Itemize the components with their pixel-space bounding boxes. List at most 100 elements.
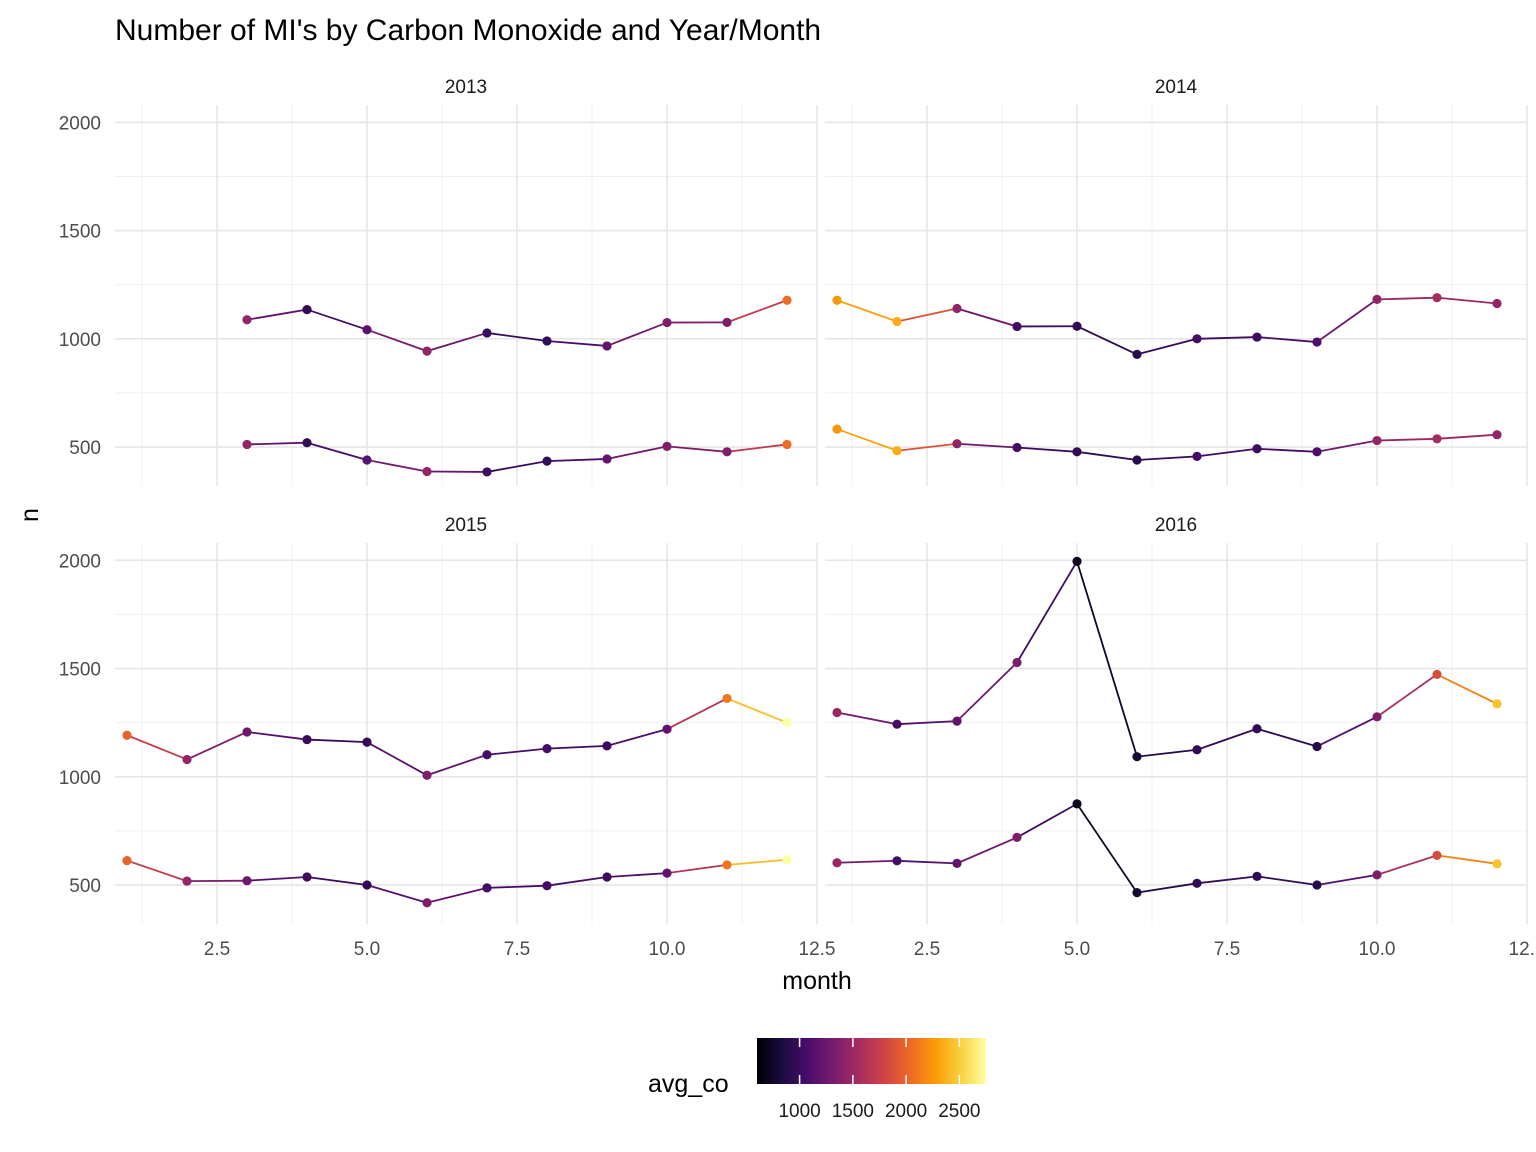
- x-axis-title: month: [782, 967, 851, 995]
- facet-label: 2016: [1155, 515, 1197, 536]
- line-segment: [1436, 296, 1498, 305]
- facet-label: 2013: [445, 77, 487, 98]
- data-point: [1132, 455, 1142, 465]
- line-segment: [1316, 715, 1378, 748]
- colorbar-tick-label: 2500: [938, 1101, 980, 1122]
- line-segment: [1136, 748, 1198, 758]
- data-point: [482, 328, 492, 338]
- line-segment: [366, 741, 428, 777]
- line-segment: [1196, 875, 1258, 885]
- data-point: [722, 860, 732, 870]
- line-segment: [1316, 298, 1378, 343]
- data-point: [242, 876, 252, 886]
- x-tick-label: 12.5: [1509, 939, 1536, 960]
- data-point: [302, 304, 312, 315]
- data-point: [1432, 293, 1442, 303]
- data-point: [482, 750, 492, 760]
- line-segment: [486, 747, 548, 756]
- colorbar-tick-label: 1500: [832, 1101, 874, 1122]
- data-point: [602, 341, 612, 351]
- line-segment: [956, 442, 1018, 449]
- data-point: [1372, 870, 1382, 880]
- chart-title: Number of MI's by Carbon Monoxide and Ye…: [115, 14, 821, 47]
- line-segment: [1016, 560, 1078, 664]
- data-point: [1372, 294, 1382, 304]
- line-segment: [1436, 433, 1498, 440]
- line-segment: [606, 728, 668, 747]
- line-segment: [726, 858, 788, 866]
- data-point: [662, 724, 672, 734]
- data-point: [1252, 444, 1262, 454]
- line-segment: [366, 328, 428, 353]
- line-segment: [836, 428, 898, 452]
- line-segment: [1316, 873, 1378, 886]
- data-point: [242, 727, 252, 737]
- data-point: [482, 467, 492, 477]
- data-point: [1312, 741, 1322, 752]
- data-point: [1432, 434, 1442, 444]
- line-segment: [1436, 854, 1498, 865]
- line-segment: [126, 859, 188, 883]
- colorbar-tick-label: 2000: [885, 1101, 927, 1122]
- line-segment: [896, 307, 958, 323]
- data-point: [1252, 332, 1262, 342]
- line-segment: [1376, 673, 1438, 718]
- line-segment: [666, 445, 728, 453]
- series-line: [242, 438, 792, 477]
- data-point: [832, 424, 842, 434]
- line-segment: [1196, 447, 1258, 458]
- data-point: [832, 858, 842, 868]
- line-segment: [1076, 450, 1138, 461]
- line-segment: [1076, 802, 1138, 894]
- facet-label: 2015: [445, 515, 487, 536]
- x-tick-label: 5.0: [354, 939, 380, 960]
- series-line: [832, 424, 1502, 465]
- y-tick-label: 2000: [59, 113, 101, 134]
- line-segment: [1196, 727, 1258, 751]
- line-segment: [1016, 802, 1078, 839]
- data-point: [832, 707, 842, 718]
- data-point: [362, 325, 372, 335]
- line-segment: [896, 442, 958, 452]
- data-point: [1012, 657, 1022, 668]
- line-segment: [486, 460, 548, 473]
- line-segment: [606, 445, 668, 460]
- data-point: [1432, 850, 1442, 860]
- data-point: [602, 741, 612, 751]
- line-segment: [546, 876, 608, 887]
- line-segment: [306, 738, 368, 744]
- data-point: [242, 439, 252, 450]
- data-point: [1372, 712, 1382, 722]
- data-point: [242, 315, 252, 325]
- data-point: [1252, 871, 1262, 881]
- line-segment: [896, 720, 958, 726]
- data-point: [662, 317, 672, 328]
- y-tick-label: 500: [69, 876, 101, 897]
- line-segment: [1256, 727, 1318, 748]
- data-point: [1312, 337, 1322, 347]
- data-point: [662, 441, 672, 451]
- colorbar: [757, 1038, 986, 1084]
- x-tick-label: 2.5: [914, 939, 940, 960]
- y-tick-label: 2000: [59, 551, 101, 572]
- line-segment: [306, 441, 368, 461]
- x-tick-label: 7.5: [504, 939, 530, 960]
- data-point: [1012, 832, 1022, 843]
- x-tick-label: 7.5: [1214, 939, 1240, 960]
- data-point: [952, 858, 962, 868]
- data-point: [892, 719, 902, 729]
- data-point: [1192, 451, 1202, 461]
- line-segment: [246, 441, 308, 446]
- line-segment: [1196, 336, 1258, 340]
- line-segment: [1376, 854, 1438, 876]
- series-line: [242, 295, 792, 356]
- line-segment: [666, 864, 728, 875]
- y-tick-label: 1000: [59, 768, 101, 789]
- data-point: [1492, 298, 1502, 309]
- data-point: [1072, 799, 1082, 809]
- line-segment: [546, 458, 608, 463]
- data-point: [1252, 724, 1262, 734]
- line-segment: [486, 884, 548, 889]
- facet-label: 2014: [1155, 77, 1198, 98]
